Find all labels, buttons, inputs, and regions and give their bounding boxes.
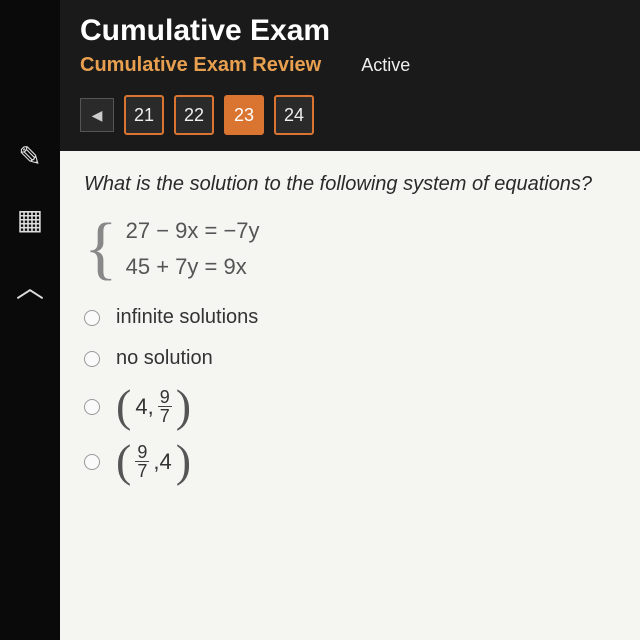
radio-icon [84, 310, 100, 326]
left-brace-icon: { [84, 221, 118, 277]
equation-2: 45 + 7y = 9x [126, 254, 260, 280]
radio-icon [84, 351, 100, 367]
radio-icon [84, 399, 100, 415]
status-label: Active [361, 55, 410, 76]
question-content: What is the solution to the following sy… [60, 151, 640, 640]
tool-sidebar: ✎ ▦ ︿ [0, 0, 60, 640]
header: Cumulative Exam Cumulative Exam Review A… [60, 0, 640, 85]
equation-system: { 27 − 9x = −7y 45 + 7y = 9x [84, 218, 616, 280]
caret-up-icon[interactable]: ︿ [16, 266, 44, 306]
question-21-button[interactable]: 21 [124, 95, 164, 135]
main-area: Cumulative Exam Cumulative Exam Review A… [60, 0, 640, 640]
page-subtitle: Cumulative Exam Review [80, 54, 321, 77]
question-text: What is the solution to the following sy… [84, 173, 616, 196]
option-d[interactable]: ( 97 ,4 ) [84, 443, 616, 480]
radio-icon [84, 454, 100, 470]
answer-options: infinite solutions no solution ( 4, 97 )… [84, 306, 616, 480]
pencil-icon[interactable]: ✎ [18, 140, 41, 173]
option-c-label: ( 4, 97 ) [116, 388, 191, 425]
option-a[interactable]: infinite solutions [84, 306, 616, 329]
option-c[interactable]: ( 4, 97 ) [84, 388, 616, 425]
option-d-label: ( 97 ,4 ) [116, 443, 191, 480]
question-22-button[interactable]: 22 [174, 95, 214, 135]
option-a-label: infinite solutions [116, 306, 258, 329]
page-title: Cumulative Exam [80, 14, 620, 48]
prev-arrow-button[interactable]: ◀ [80, 98, 114, 132]
question-nav: ◀ 21 22 23 24 [60, 85, 640, 151]
option-b[interactable]: no solution [84, 347, 616, 370]
calculator-icon[interactable]: ▦ [17, 203, 43, 236]
question-23-button[interactable]: 23 [224, 95, 264, 135]
question-24-button[interactable]: 24 [274, 95, 314, 135]
equation-1: 27 − 9x = −7y [126, 218, 260, 244]
option-b-label: no solution [116, 347, 213, 370]
